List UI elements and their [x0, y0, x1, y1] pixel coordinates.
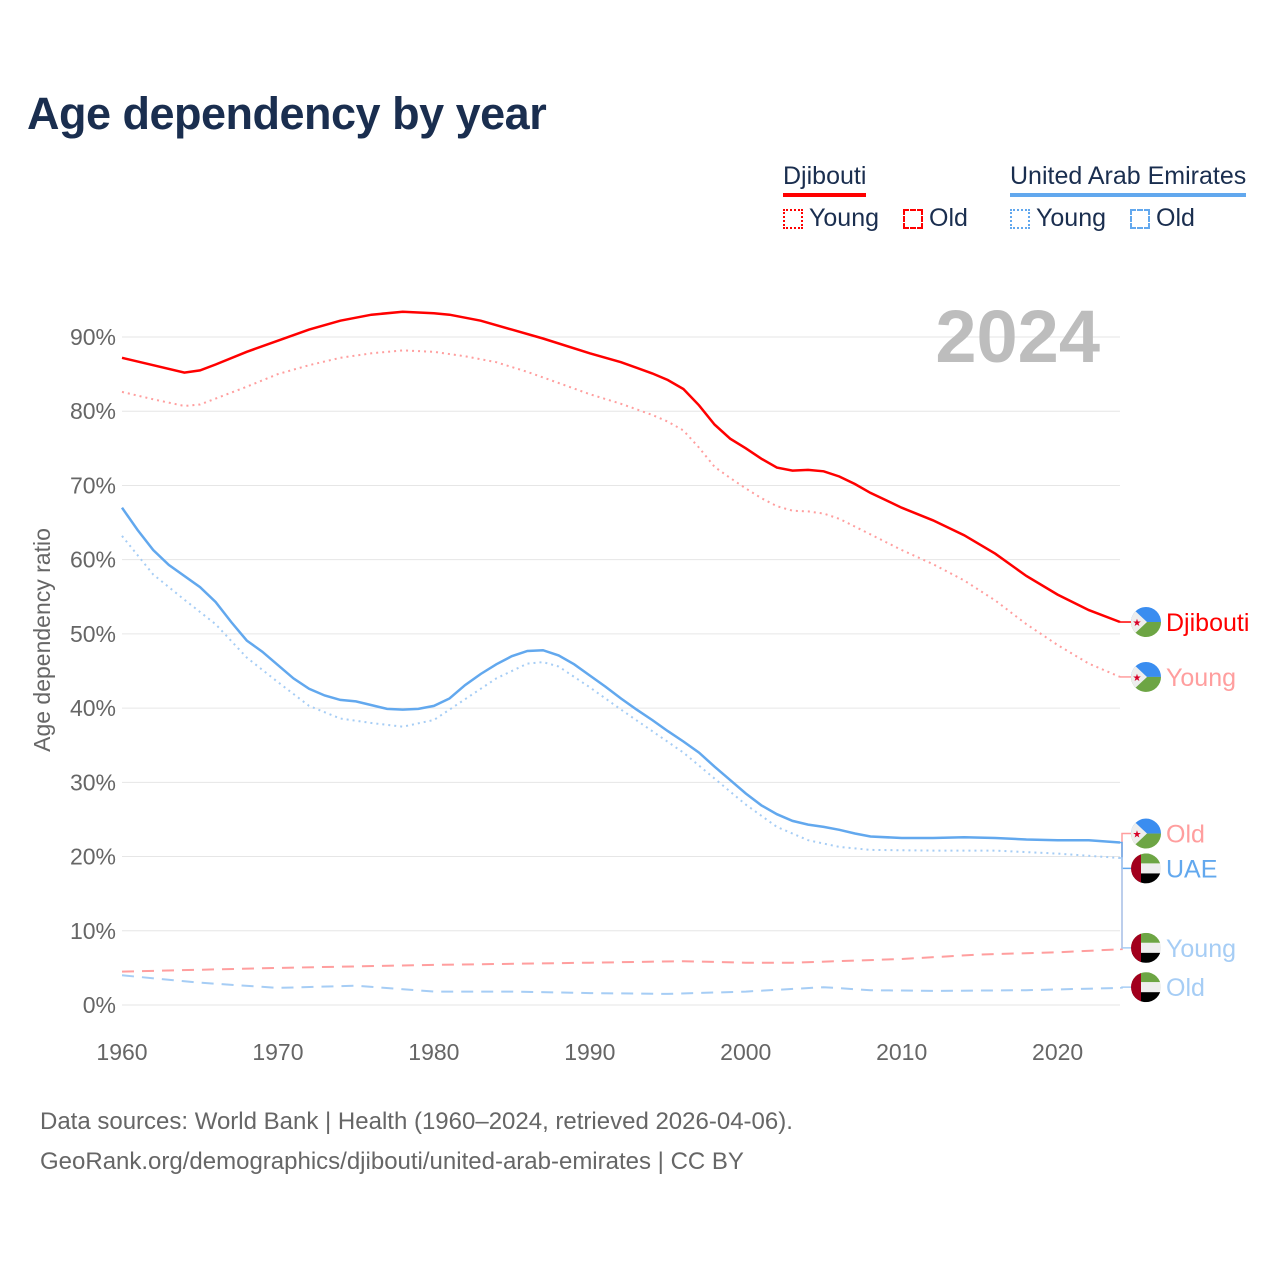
end-connector: [1120, 986, 1132, 989]
y-tick-label: 80%: [70, 398, 116, 424]
legend-label: Old: [1156, 204, 1195, 232]
x-tick-label: 1970: [252, 1039, 303, 1065]
series-line-united-arab-emirates: [120, 506, 1121, 844]
dotted-swatch-icon: [783, 208, 803, 229]
dashed-swatch-icon: [1130, 208, 1150, 229]
djibouti-flag-icon: ★: [1131, 661, 1161, 692]
year-label: 2024: [935, 295, 1100, 378]
y-tick-label: 20%: [70, 844, 116, 870]
y-tick-label: 10%: [70, 918, 116, 944]
y-tick-label: 40%: [70, 695, 116, 721]
legend-uae: United Arab Emirates: [1010, 162, 1247, 197]
x-tick-label: 2000: [720, 1039, 771, 1065]
legend-label: Young: [809, 204, 879, 232]
footer-sources: Data sources: World Bank | Health (1960–…: [40, 1108, 793, 1135]
series-line-united-arab-emirates-old: [121, 974, 1121, 995]
legend-label: Young: [1036, 204, 1106, 232]
end-label: Old: [1166, 974, 1205, 1002]
y-tick-label: 70%: [70, 472, 116, 498]
legend-label: Old: [929, 204, 968, 232]
dotted-swatch-icon: [1010, 208, 1030, 229]
legend-djibouti-old: Old: [903, 204, 968, 233]
legend-djibouti: Djibouti: [783, 162, 867, 197]
y-axis-label: Age dependency ratio: [29, 528, 55, 752]
svg-text:★: ★: [1133, 830, 1142, 841]
chart-title: Age dependency by year: [27, 88, 547, 139]
uae-flag-icon: [1131, 972, 1161, 1003]
series-line-djibouti-young: [121, 349, 1121, 678]
series-line-djibouti: [121, 310, 1121, 624]
end-label: Old: [1166, 821, 1205, 849]
end-connector: [1120, 857, 1132, 949]
svg-text:★: ★: [1133, 673, 1142, 684]
footer-url: GeoRank.org/demographics/djibouti/united…: [40, 1148, 744, 1175]
legend-uae-old: Old: [1130, 204, 1195, 233]
dashed-swatch-icon: [903, 208, 923, 229]
end-label: Djibouti: [1166, 609, 1249, 637]
end-label: Young: [1166, 935, 1236, 963]
x-tick-label: 1990: [564, 1039, 615, 1065]
djibouti-flag-icon: ★: [1131, 818, 1161, 849]
x-tick-label: 1960: [96, 1039, 147, 1065]
series-line-united-arab-emirates-young: [121, 535, 1121, 859]
y-tick-label: 60%: [70, 547, 116, 573]
y-tick-label: 0%: [83, 992, 116, 1018]
legend-uae-young: Young: [1010, 204, 1106, 233]
x-tick-label: 2020: [1032, 1039, 1083, 1065]
series-line-djibouti-old: [121, 948, 1121, 973]
y-tick-label: 90%: [70, 324, 116, 350]
svg-text:★: ★: [1133, 618, 1142, 629]
djibouti-flag-icon: ★: [1131, 607, 1161, 638]
x-tick-label: 1980: [408, 1039, 459, 1065]
uae-flag-icon: [1131, 932, 1161, 963]
end-connector: [1120, 841, 1132, 870]
end-label: UAE: [1166, 855, 1217, 883]
y-tick-label: 30%: [70, 769, 116, 795]
legend-djibouti-young: Young: [783, 204, 879, 233]
end-label: Young: [1166, 664, 1236, 692]
uae-flag-icon: [1131, 853, 1161, 884]
x-tick-label: 2010: [876, 1039, 927, 1065]
y-tick-label: 50%: [70, 621, 116, 647]
